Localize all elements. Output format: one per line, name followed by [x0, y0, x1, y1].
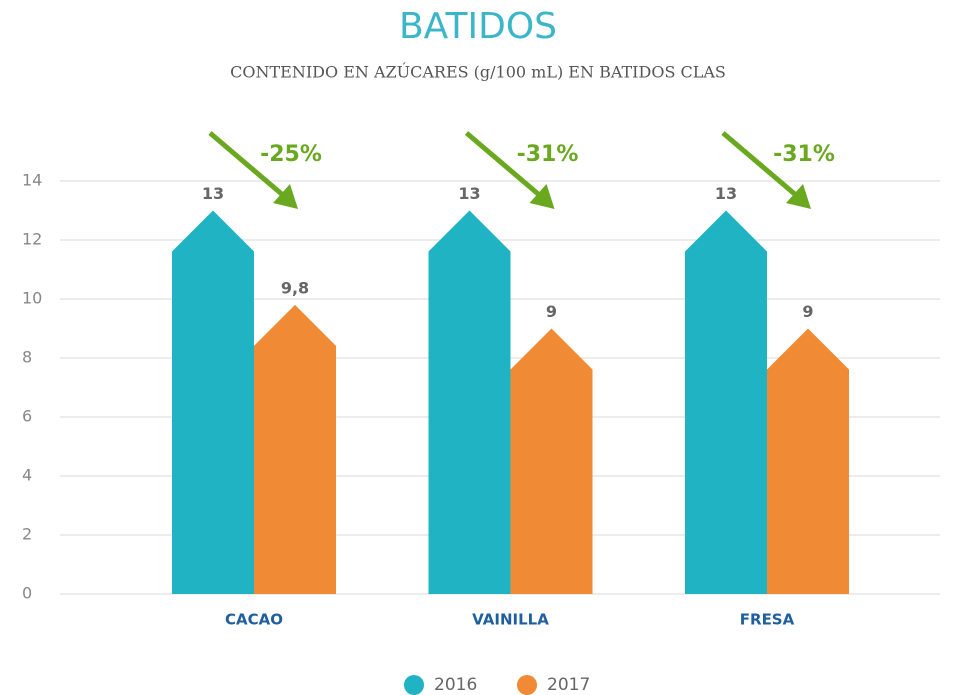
chart-title: BATIDOS [399, 6, 557, 47]
value-label: 13 [458, 184, 480, 203]
y-tick-label: 6 [22, 407, 32, 426]
arrow-shaft [721, 131, 799, 198]
y-tick-label: 4 [22, 466, 32, 485]
bar [510, 328, 593, 594]
value-label: 13 [202, 184, 224, 203]
y-tick-label: 12 [22, 230, 42, 249]
legend-swatch [404, 675, 424, 695]
x-tick-label: CACAO [225, 611, 283, 629]
arrow-head [529, 184, 555, 209]
value-label: 9 [546, 302, 557, 321]
annotation: -31% [517, 142, 579, 167]
bar [172, 210, 254, 594]
annotation: -31% [773, 142, 835, 167]
y-tick-label: 10 [22, 289, 42, 308]
value-label: 13 [715, 184, 737, 203]
y-tick-label: 0 [22, 584, 32, 603]
y-tick-label: 14 [22, 171, 42, 190]
legend-label: 2017 [547, 675, 590, 695]
legend-label: 2016 [434, 675, 477, 695]
arrow-head [786, 184, 811, 209]
bar [428, 210, 511, 594]
legend-swatch [517, 675, 537, 695]
x-tick-label: FRESA [740, 611, 795, 629]
value-label: 9 [802, 302, 813, 321]
bar [254, 304, 336, 594]
value-label: 9,8 [281, 278, 309, 297]
arrow-shaft [208, 131, 286, 198]
arrow-head [273, 184, 298, 209]
arrow-shaft [464, 131, 543, 198]
y-tick-label: 2 [22, 525, 32, 544]
bar [685, 210, 767, 594]
annotation: -25% [260, 142, 322, 167]
chart-subtitle: CONTENIDO EN AZÚCARES (g/100 mL) EN BATI… [230, 62, 726, 82]
x-tick-label: VAINILLA [472, 611, 549, 629]
bar [767, 328, 849, 594]
y-tick-label: 8 [22, 348, 32, 367]
